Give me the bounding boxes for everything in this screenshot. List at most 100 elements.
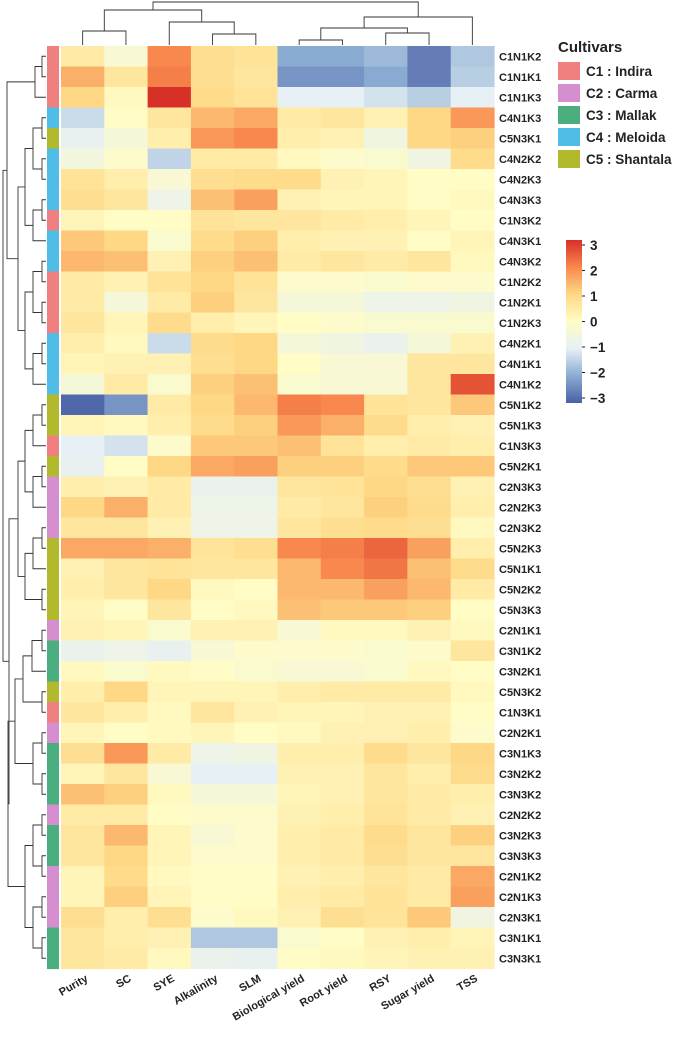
heatmap-cell: [450, 189, 495, 211]
heatmap-cell: [234, 189, 279, 211]
dendrogram-link: [41, 588, 46, 611]
row-label: C5N2K3: [499, 543, 541, 555]
dendrogram-link: [7, 720, 25, 887]
heatmap-cell: [104, 886, 149, 908]
heatmap-cell: [147, 169, 192, 191]
row-label: C2N2K2: [499, 810, 541, 822]
row-label: C4N3K2: [499, 256, 541, 268]
heatmap-cell: [450, 271, 495, 293]
heatmap-cell: [407, 251, 452, 273]
heatmap-cell: [190, 497, 235, 519]
heatmap-cell: [61, 456, 105, 478]
heatmap-cell: [104, 415, 149, 437]
heatmap-cell: [320, 927, 365, 949]
heatmap-cell: [407, 538, 452, 560]
heatmap-cell: [407, 87, 452, 109]
heatmap-cell: [234, 128, 279, 150]
heatmap-cell: [450, 476, 495, 498]
heatmap-cell: [450, 927, 495, 949]
heatmap-cell: [61, 148, 105, 170]
heatmap-cell: [364, 784, 408, 806]
heatmap-cell: [61, 681, 105, 703]
heatmap-cell: [190, 87, 235, 109]
heatmap-cell: [364, 599, 408, 621]
heatmap-cell: [364, 292, 408, 314]
heatmap-cell: [320, 784, 365, 806]
dendrogram-link: [41, 691, 46, 713]
heatmap-cell: [147, 681, 192, 703]
heatmap-cell: [104, 230, 149, 252]
heatmap-cell: [234, 107, 279, 129]
row-label: C5N3K1: [499, 133, 541, 145]
heatmap-cell: [147, 763, 192, 785]
heatmap-cell: [234, 948, 279, 970]
cultivar-annotation-cell: [47, 763, 59, 785]
heatmap-cell: [407, 353, 452, 375]
cultivar-annotation-cell: [47, 148, 59, 170]
row-label: C2N3K3: [499, 482, 541, 494]
row-label: C2N3K1: [499, 912, 541, 924]
heatmap-cell: [320, 866, 365, 888]
heatmap-cell: [320, 435, 365, 457]
row-label: C5N2K2: [499, 584, 541, 596]
heatmap-cell: [190, 702, 235, 724]
cultivar-annotation-cell: [47, 374, 59, 396]
heatmap-cell: [234, 681, 279, 703]
heatmap-cell: [450, 907, 495, 929]
cultivar-annotation-cell: [47, 681, 59, 703]
heatmap-cell: [190, 558, 235, 580]
heatmap-cell: [450, 333, 495, 355]
heatmap-cell: [320, 558, 365, 580]
heatmap-cell: [61, 866, 105, 888]
dendrogram-link: [298, 39, 343, 45]
dendrogram-link: [32, 476, 46, 508]
heatmap-cell: [190, 271, 235, 293]
cultivar-annotation-cell: [47, 353, 59, 375]
heatmap-cell: [364, 353, 408, 375]
dendrogram-link: [41, 199, 46, 221]
heatmap-cell: [61, 271, 105, 293]
heatmap-cell: [450, 681, 495, 703]
heatmap-cell: [104, 517, 149, 539]
cultivar-annotation-cell: [47, 107, 59, 129]
heatmap-cell: [147, 599, 192, 621]
heatmap-cell: [320, 948, 365, 970]
heatmap-cell: [234, 599, 279, 621]
heatmap-cell: [407, 599, 452, 621]
heatmap-cell: [320, 579, 365, 601]
heatmap-cell: [61, 353, 105, 375]
heatmap-cell: [147, 558, 192, 580]
heatmap-cell: [320, 743, 365, 765]
heatmap-cell: [277, 312, 322, 334]
heatmap-cell: [407, 845, 452, 867]
heatmap-cell: [234, 148, 279, 170]
dendrogram-link: [32, 906, 42, 949]
heatmap-cell: [104, 804, 149, 826]
heatmap-cell: [277, 784, 322, 806]
heatmap-cell: [364, 497, 408, 519]
heatmap-cell: [277, 845, 322, 867]
heatmap-cell: [61, 825, 105, 847]
heatmap-cell: [147, 517, 192, 539]
heatmap-cell: [190, 845, 235, 867]
heatmap-cell: [190, 456, 235, 478]
heatmap-cell: [190, 620, 235, 642]
heatmap-cell: [234, 353, 279, 375]
heatmap-cell: [104, 948, 149, 970]
cultivar-annotation-cell: [47, 579, 59, 601]
heatmap-cell: [364, 333, 408, 355]
heatmap-cell: [104, 497, 149, 519]
heatmap-cell: [234, 804, 279, 826]
dendrogram-link: [82, 30, 127, 45]
heatmap-cell: [450, 620, 495, 642]
dendrogram-link: [41, 404, 46, 426]
heatmap-cell: [61, 333, 105, 355]
dendrogram-link: [32, 127, 42, 170]
cultivar-annotation-cell: [47, 497, 59, 519]
heatmap-cell: [147, 230, 192, 252]
column-label: SYE: [152, 973, 177, 994]
heatmap-cell: [234, 169, 279, 191]
heatmap-cell: [277, 497, 322, 519]
heatmap-cell: [364, 189, 408, 211]
